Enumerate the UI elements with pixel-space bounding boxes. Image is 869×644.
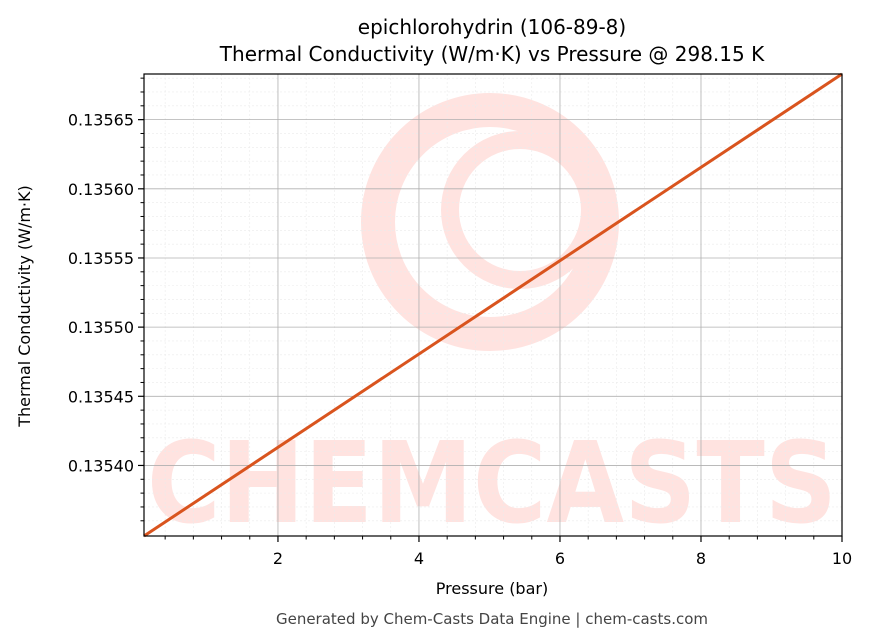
watermark-swirl	[361, 93, 619, 351]
footer-credit: Generated by Chem-Casts Data Engine | ch…	[276, 610, 708, 628]
series-layer	[143, 72, 843, 538]
y-axis: 0.13540 0.13545 0.13550 0.13555 0.13560 0.135…	[68, 77, 144, 522]
watermark-text: CHEMCASTS	[147, 419, 837, 549]
series-line	[143, 72, 843, 538]
y-tick-label: 0.13550	[68, 318, 134, 337]
y-tick-label: 0.13540	[68, 456, 134, 475]
x-axis: 2 4 6 8 10	[164, 536, 852, 568]
y-tick-label: 0.13555	[68, 249, 134, 268]
x-tick-label: 6	[555, 549, 565, 568]
y-tick-label: 0.13545	[68, 387, 134, 406]
x-tick-label: 10	[832, 549, 852, 568]
x-axis-label: Pressure (bar)	[436, 579, 548, 598]
x-tick-label: 8	[696, 549, 706, 568]
chart-title-line-2: Thermal Conductivity (W/m·K) vs Pressure…	[219, 42, 765, 66]
watermark: CHEMCASTS	[147, 93, 837, 549]
watermark-swirl-inner	[441, 131, 599, 289]
plot-frame	[143, 73, 843, 537]
minor-grid	[144, 74, 842, 536]
y-tick-label: 0.13565	[68, 111, 134, 130]
x-tick-label: 4	[414, 549, 424, 568]
x-tick-label: 2	[273, 549, 283, 568]
y-axis-label: Thermal Conductivity (W/m·K)	[15, 185, 34, 428]
y-tick-label: 0.13560	[68, 180, 134, 199]
chart-title-line-1: epichlorohydrin (106-89-8)	[358, 15, 626, 39]
